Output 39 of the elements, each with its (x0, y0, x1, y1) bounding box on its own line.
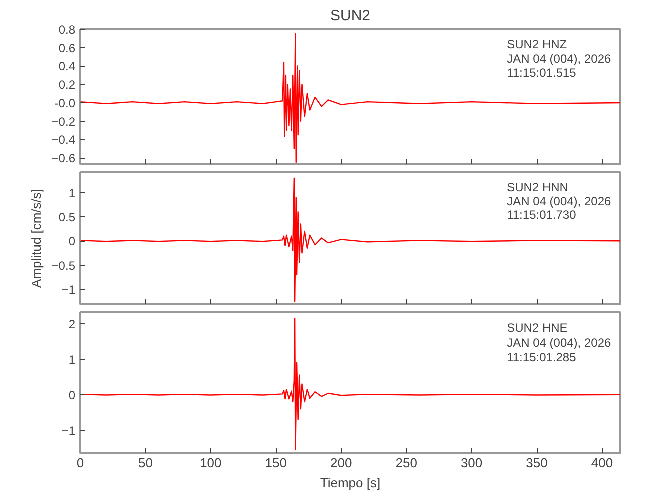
y-tick-label: 2 (68, 317, 76, 332)
x-tick-label: 50 (138, 456, 153, 470)
y-tick-label: 1 (68, 186, 76, 200)
annotation: JAN 04 (004), 2026 (507, 336, 612, 350)
chart-title: SUN2 (330, 8, 371, 24)
annotation: 11:15:01.515 (507, 66, 577, 80)
annotation: 11:15:01.730 (507, 208, 577, 222)
y-axis-title: Amplitud [cm/s/s] (28, 189, 44, 288)
annotation: JAN 04 (004), 2026 (507, 52, 612, 66)
x-tick-label: 350 (526, 456, 548, 470)
y-tick-label: 0.2 (58, 78, 76, 92)
annotation: SUN2 HNZ (507, 38, 568, 52)
y-tick-label: 0.5 (58, 210, 76, 224)
y-tick-label: -0.0 (54, 96, 76, 110)
y-tick-label: 0 (68, 388, 76, 402)
y-tick-label: −1 (62, 424, 76, 438)
y-tick-label: 0.6 (58, 41, 76, 56)
x-tick-label: 100 (200, 456, 222, 470)
annotation: JAN 04 (004), 2026 (507, 194, 612, 208)
x-tick-label: 150 (265, 456, 288, 470)
y-tick-label: −1 (62, 283, 76, 298)
x-tick-label: 200 (330, 456, 352, 470)
y-tick-label: 0.4 (58, 60, 76, 74)
annotation: SUN2 HNE (507, 320, 568, 335)
x-tick-label: 250 (396, 456, 418, 470)
y-tick-label: −0.4 (52, 133, 76, 148)
annotation: SUN2 HNN (507, 180, 568, 194)
line-series (80, 33, 620, 164)
x-tick-label: 300 (460, 456, 483, 470)
line-series (80, 178, 620, 302)
y-tick-label: −0.5 (52, 258, 76, 273)
x-tick-label: 400 (591, 456, 614, 470)
annotation: 11:15:01.285 (507, 350, 577, 365)
y-tick-label: −0.6 (52, 152, 76, 166)
x-axis-title: Tiempo [s] (320, 476, 381, 490)
y-tick-label: 1 (68, 352, 76, 367)
y-tick-label: 0.8 (58, 23, 76, 37)
y-tick-label: −0.2 (52, 114, 76, 129)
y-tick-label: 0 (68, 234, 76, 249)
